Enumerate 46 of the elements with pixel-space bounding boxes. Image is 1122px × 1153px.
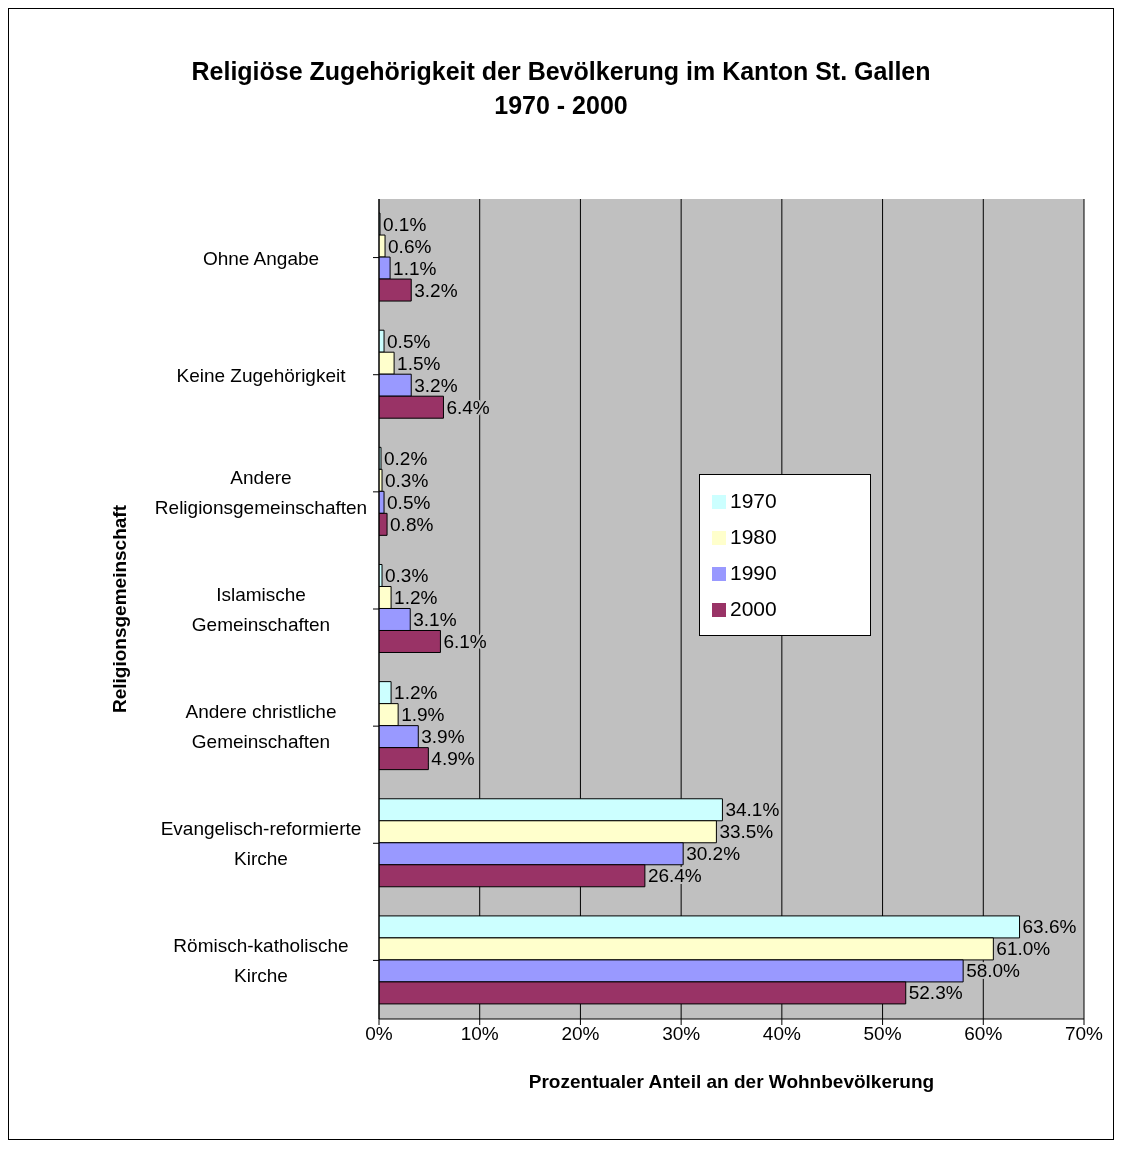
x-tick-label: 60% — [964, 1023, 1003, 1045]
data-label: 61.0% — [996, 938, 1051, 960]
data-label: 30.2% — [686, 843, 741, 865]
data-label: 34.1% — [725, 799, 780, 821]
data-label: 63.6% — [1022, 916, 1077, 938]
data-label: 4.9% — [431, 748, 475, 770]
data-label: 0.2% — [384, 447, 428, 469]
data-label: 1.2% — [394, 586, 438, 608]
y-axis-title: Religionsgemeinschaft — [108, 504, 130, 713]
data-label: 0.3% — [385, 469, 429, 491]
data-label: 1.2% — [394, 682, 438, 704]
data-label: 0.1% — [383, 213, 427, 235]
x-tick-label: 30% — [662, 1023, 701, 1045]
y-tick-label: Islamische Gemeinschaften — [191, 583, 331, 635]
y-tick-label: Römisch-katholische Kirche — [173, 934, 349, 986]
x-tick-label: 20% — [561, 1023, 600, 1045]
data-label: 3.2% — [414, 279, 458, 301]
data-label: 52.3% — [908, 982, 963, 1004]
x-tick-label: 70% — [1064, 1023, 1104, 1045]
data-label: 1.1% — [393, 257, 437, 279]
data-label: 1.5% — [397, 352, 441, 374]
data-label: 33.5% — [719, 821, 774, 843]
data-label: 3.2% — [414, 374, 458, 396]
y-tick-label: Andere christliche Gemeinschaften — [185, 700, 337, 752]
y-tick-label: Keine Zugehörigkeit — [176, 364, 347, 386]
data-label: 0.6% — [388, 235, 432, 257]
data-label: 0.3% — [385, 564, 429, 586]
data-label: 1.9% — [401, 704, 445, 726]
chart-title: Religiöse Zugehörigkeit der Bevölkerung im Kanton St. Gallen 1970 - 2000 — [190, 56, 932, 121]
x-tick-label: 40% — [762, 1023, 801, 1045]
legend-label: 1980 — [730, 525, 777, 548]
legend-label: 1990 — [730, 561, 777, 584]
legend-label: 2000 — [730, 597, 777, 620]
data-label: 3.1% — [413, 608, 457, 630]
x-tick-label: 50% — [863, 1023, 902, 1045]
x-tick-label: 10% — [460, 1023, 499, 1045]
y-tick-label: Ohne Angabe — [202, 247, 320, 269]
data-label: 3.9% — [421, 726, 465, 748]
data-label: 0.5% — [387, 491, 431, 513]
y-tick-label: Evangelisch-reformierte Kirche — [160, 817, 362, 869]
x-axis-title: Prozentualer Anteil an der Wohnbevölkerung — [527, 1071, 936, 1093]
data-label: 0.5% — [387, 330, 431, 352]
x-tick-label: 0% — [365, 1023, 393, 1045]
y-tick-label: Andere Religionsgemeinschaften — [154, 466, 368, 518]
data-label: 0.8% — [390, 513, 434, 535]
legend-label: 1970 — [730, 489, 777, 512]
